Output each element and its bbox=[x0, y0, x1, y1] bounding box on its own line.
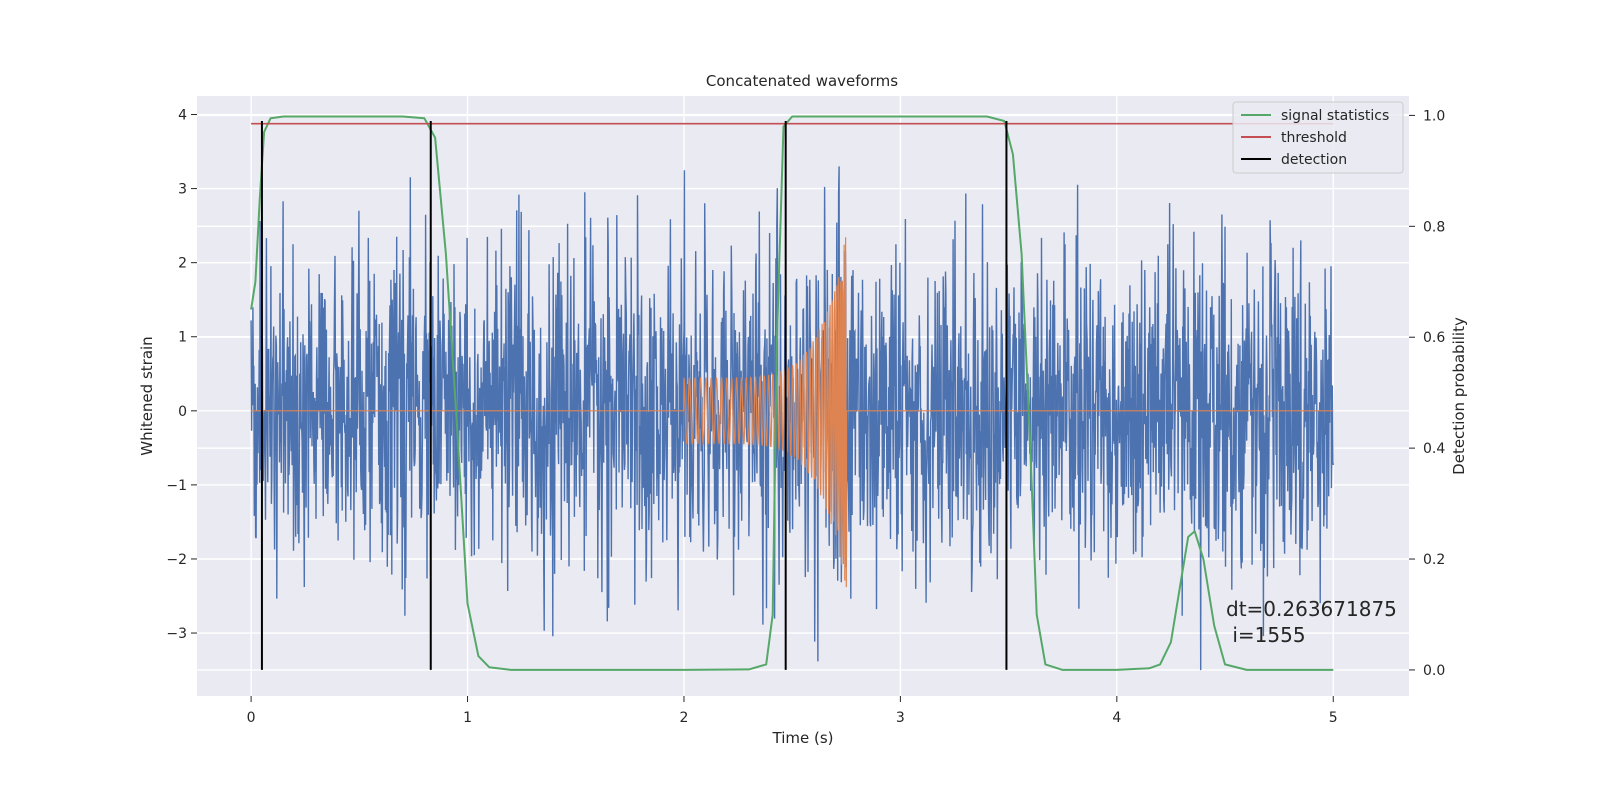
signal-statistics-line bbox=[250, 115, 1334, 671]
legend-label: detection bbox=[1281, 152, 1347, 168]
y-tick-label: −3 bbox=[166, 626, 187, 642]
y2-tick-label: 0.6 bbox=[1423, 330, 1445, 346]
y2-tick-label: 0.8 bbox=[1423, 219, 1445, 235]
chart-title: Concatenated waveforms bbox=[706, 72, 898, 90]
legend: signal statistics threshold detection bbox=[1232, 101, 1404, 174]
x-tick-label: 5 bbox=[1329, 710, 1338, 726]
annotation-dt: dt=0.263671875 bbox=[1226, 597, 1397, 621]
y2-tick-label: 0.2 bbox=[1423, 552, 1445, 568]
x-tick-label: 0 bbox=[247, 710, 256, 726]
y-tick-label: 4 bbox=[178, 108, 187, 124]
y-axis-title: Whitened strain bbox=[138, 336, 156, 455]
legend-label: threshold bbox=[1281, 130, 1347, 146]
y-tick-label: −2 bbox=[166, 552, 187, 568]
plot-contents bbox=[250, 115, 1334, 671]
y2-tick-label: 1.0 bbox=[1423, 108, 1445, 124]
y-tick-label: 0 bbox=[178, 404, 187, 420]
x-tick-label: 2 bbox=[680, 710, 689, 726]
y2-axis-title: Detection probability bbox=[1450, 317, 1468, 475]
x-tick-label: 4 bbox=[1112, 710, 1121, 726]
legend-box bbox=[1232, 101, 1404, 174]
legend-label: signal statistics bbox=[1281, 108, 1389, 124]
y-tick-label: 1 bbox=[178, 330, 187, 346]
x-axis-title: Time (s) bbox=[772, 729, 834, 747]
y2-tick-label: 0.0 bbox=[1423, 663, 1445, 679]
y2-tick-label: 0.4 bbox=[1423, 441, 1445, 457]
y-tick-label: 3 bbox=[178, 182, 187, 198]
x-tick-label: 3 bbox=[896, 710, 905, 726]
annotation-index: i=1555 bbox=[1226, 623, 1306, 647]
y-tick-label: 2 bbox=[178, 256, 187, 272]
axis-ticks: 0 1 2 3 4 5 −3 −2 −1 0 1 2 3 4 0.0 0.2 0.4 0.6 0.8 1.0 bbox=[166, 108, 1445, 726]
y-tick-label: −1 bbox=[166, 478, 187, 494]
x-tick-label: 1 bbox=[463, 710, 472, 726]
